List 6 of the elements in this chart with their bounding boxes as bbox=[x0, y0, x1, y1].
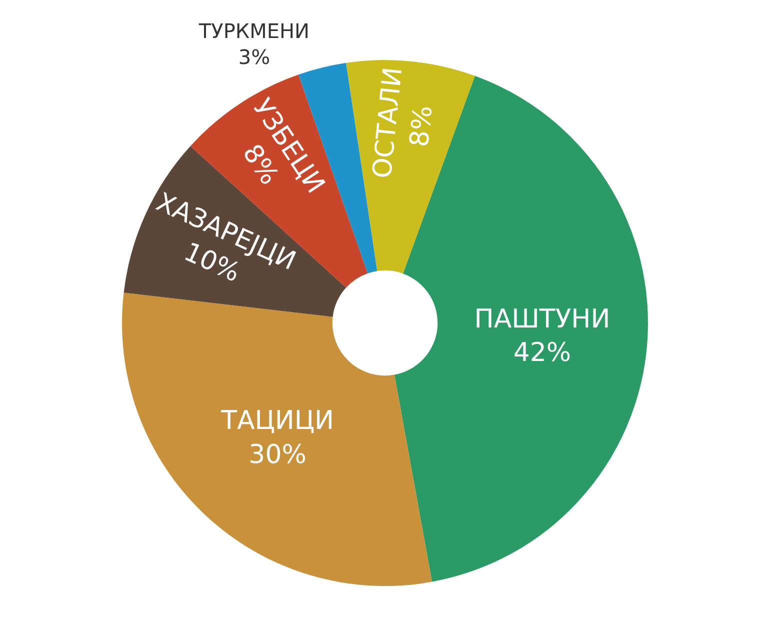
slice-label: ТАЦИЦИ bbox=[220, 406, 334, 436]
data-label: 30% bbox=[248, 440, 306, 470]
data-label: 42% bbox=[513, 338, 572, 368]
slice-label: ТУРКМЕНИ bbox=[198, 19, 310, 44]
slice-label: ПАШТУНИ bbox=[474, 304, 610, 334]
data-label: 3% bbox=[238, 45, 270, 70]
